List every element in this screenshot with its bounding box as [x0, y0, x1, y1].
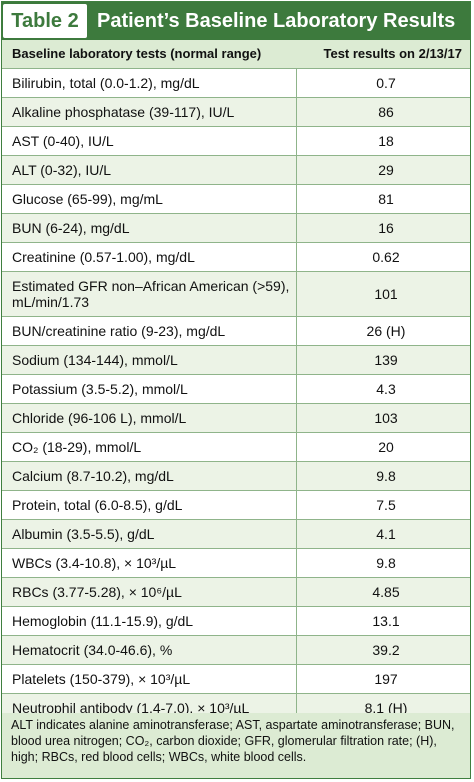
test-name-cell: Chloride (96-106 L), mmol/L: [12, 410, 187, 426]
test-result-cell: 9.8: [376, 468, 396, 484]
test-result-cell: 4.85: [372, 584, 400, 600]
test-result-cell: 9.8: [376, 555, 396, 571]
test-result-cell: 26 (H): [366, 323, 406, 339]
test-result-cell: 103: [374, 410, 398, 426]
column-divider: [296, 375, 297, 403]
table-row: WBCs (3.4-10.8), × 10³/µL 9.8: [2, 549, 470, 578]
table-row: Alkaline phosphatase (39-117), IU/L 86: [2, 98, 470, 127]
test-result-cell: 7.5: [376, 497, 396, 513]
column-divider: [296, 433, 297, 461]
table-row: Albumin (3.5-5.5), g/dL 4.1: [2, 520, 470, 549]
test-result-cell: 20: [378, 439, 394, 455]
table-row: ALT (0-32), IU/L 29: [2, 156, 470, 185]
column-divider: [296, 243, 297, 271]
table-row: Bilirubin, total (0.0-1.2), mg/dL 0.7: [2, 69, 470, 98]
test-name-cell: WBCs (3.4-10.8), × 10³/µL: [12, 555, 177, 571]
column-divider: [296, 549, 297, 577]
test-result-cell: 86: [378, 104, 394, 120]
test-name-cell: Sodium (134-144), mmol/L: [12, 352, 178, 368]
test-name-cell: Protein, total (6.0-8.5), g/dL: [12, 497, 183, 513]
table-title: Patient’s Baseline Laboratory Results: [97, 10, 456, 32]
test-name-cell: Estimated GFR non–African American (>59)…: [12, 278, 290, 310]
column-divider: [296, 665, 297, 693]
table-row: Estimated GFR non–African American (>59)…: [2, 272, 470, 317]
test-name-cell: Hematocrit (34.0-46.6), %: [12, 642, 173, 658]
test-name-cell: Albumin (3.5-5.5), g/dL: [12, 526, 155, 542]
column-divider: [296, 214, 297, 242]
column-divider: [296, 578, 297, 606]
test-name-cell: Creatinine (0.57-1.00), mg/dL: [12, 249, 195, 265]
test-result-cell: 197: [374, 671, 398, 687]
table-footnote: ALT indicates alanine aminotransferase; …: [2, 713, 470, 778]
column-divider: [296, 520, 297, 548]
test-name-cell: Bilirubin, total (0.0-1.2), mg/dL: [12, 75, 200, 91]
table-row: Hemoglobin (11.1-15.9), g/dL 13.1: [2, 607, 470, 636]
table-row: CO₂ (18-29), mmol/L 20: [2, 433, 470, 462]
test-result-cell: 8.1 (H): [364, 700, 408, 716]
column-divider: [296, 272, 297, 316]
test-name-cell: Alkaline phosphatase (39-117), IU/L: [12, 104, 235, 120]
test-name-cell: Calcium (8.7-10.2), mg/dL: [12, 468, 174, 484]
test-result-cell: 18: [378, 133, 394, 149]
table-row: BUN/creatinine ratio (9-23), mg/dL 26 (H): [2, 317, 470, 346]
column-divider: [296, 694, 297, 722]
table-row: Protein, total (6.0-8.5), g/dL 7.5: [2, 491, 470, 520]
column-divider: [296, 462, 297, 490]
test-result-cell: 29: [378, 162, 394, 178]
column-divider: [296, 346, 297, 374]
title-bar: Table 2 Patient’s Baseline Laboratory Re…: [2, 2, 470, 40]
test-name-cell: ALT (0-32), IU/L: [12, 162, 112, 178]
table-body: Bilirubin, total (0.0-1.2), mg/dL 0.7 Alka…: [2, 69, 470, 723]
test-result-cell: 13.1: [372, 613, 400, 629]
test-name-cell: BUN/creatinine ratio (9-23), mg/dL: [12, 323, 226, 339]
table-number-tag: Table 2: [3, 4, 87, 38]
column-divider: [296, 69, 297, 97]
table-row: Glucose (65-99), mg/mL 81: [2, 185, 470, 214]
test-name-cell: Neutrophil antibody (1.4-7.0), × 10³/µL: [12, 700, 250, 716]
table-row: BUN (6-24), mg/dL 16: [2, 214, 470, 243]
test-name-cell: BUN (6-24), mg/dL: [12, 220, 130, 236]
test-result-cell: 4.1: [376, 526, 396, 542]
column-divider: [296, 127, 297, 155]
test-name-cell: Potassium (3.5-5.2), mmol/L: [12, 381, 188, 397]
table-row: Hematocrit (34.0-46.6), % 39.2: [2, 636, 470, 665]
column-divider: [296, 317, 297, 345]
table-row: Sodium (134-144), mmol/L 139: [2, 346, 470, 375]
test-name-cell: RBCs (3.77-5.28), × 10⁶/µL: [12, 584, 182, 600]
test-name-cell: CO₂ (18-29), mmol/L: [12, 439, 142, 455]
header-test-column: Baseline laboratory tests (normal range): [12, 46, 262, 61]
column-divider: [296, 404, 297, 432]
table-row: Calcium (8.7-10.2), mg/dL 9.8: [2, 462, 470, 491]
test-result-cell: 16: [378, 220, 394, 236]
header-result-column: Test results on 2/13/17: [323, 46, 463, 61]
table-row: Chloride (96-106 L), mmol/L 103: [2, 404, 470, 433]
table-header-row: Baseline laboratory tests (normal range)…: [2, 40, 470, 69]
test-name-cell: Hemoglobin (11.1-15.9), g/dL: [12, 613, 194, 629]
column-divider: [296, 185, 297, 213]
column-divider: [296, 156, 297, 184]
test-name-cell: Platelets (150-379), × 10³/µL: [12, 671, 191, 687]
column-divider: [296, 636, 297, 664]
test-result-cell: 0.7: [376, 75, 396, 91]
column-divider: [296, 607, 297, 635]
column-divider: [296, 98, 297, 126]
test-result-cell: 139: [374, 352, 398, 368]
test-result-cell: 81: [378, 191, 394, 207]
table-row: Creatinine (0.57-1.00), mg/dL 0.62: [2, 243, 470, 272]
column-divider: [296, 491, 297, 519]
test-result-cell: 39.2: [372, 642, 400, 658]
test-result-cell: 0.62: [372, 249, 400, 265]
test-result-cell: 101: [374, 286, 398, 302]
table-row: Platelets (150-379), × 10³/µL 197: [2, 665, 470, 694]
table-row: AST (0-40), IU/L 18: [2, 127, 470, 156]
test-result-cell: 4.3: [376, 381, 396, 397]
table-row: RBCs (3.77-5.28), × 10⁶/µL 4.85: [2, 578, 470, 607]
test-name-cell: AST (0-40), IU/L: [12, 133, 114, 149]
table-row: Potassium (3.5-5.2), mmol/L 4.3: [2, 375, 470, 404]
test-name-cell: Glucose (65-99), mg/mL: [12, 191, 163, 207]
